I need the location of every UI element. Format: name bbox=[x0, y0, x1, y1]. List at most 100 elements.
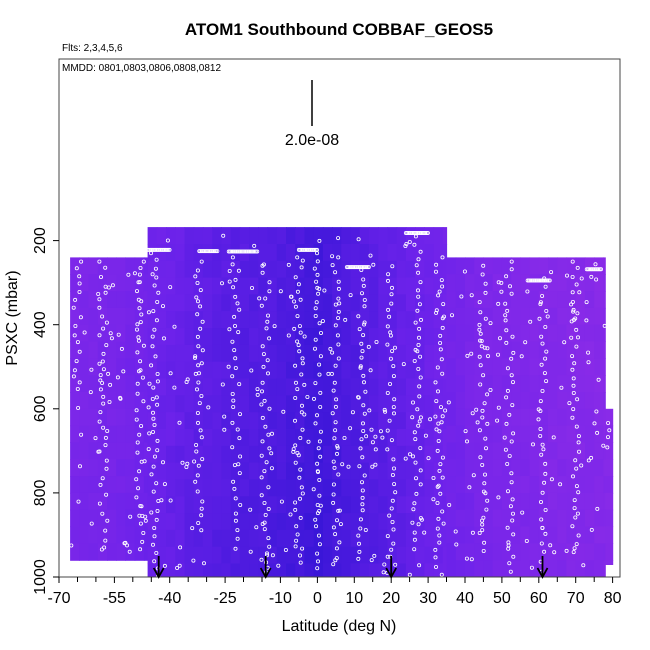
ceiling-point bbox=[547, 278, 552, 283]
field-cell bbox=[474, 526, 484, 544]
ceiling-point bbox=[539, 278, 544, 283]
sample-point bbox=[543, 284, 548, 289]
sample-point bbox=[481, 263, 486, 268]
field-cell bbox=[304, 311, 315, 329]
sample-point bbox=[539, 499, 544, 504]
field-cell bbox=[70, 257, 80, 275]
sample-point bbox=[474, 407, 479, 412]
field-cell bbox=[520, 341, 531, 359]
field-cell bbox=[557, 257, 568, 275]
sample-point bbox=[470, 530, 475, 535]
field-cell bbox=[415, 546, 425, 565]
sample-point bbox=[537, 316, 542, 321]
sample-point bbox=[235, 427, 240, 432]
sample-point bbox=[584, 318, 589, 323]
field-cell bbox=[184, 277, 195, 295]
sample-point bbox=[336, 316, 341, 321]
ceiling-point bbox=[592, 267, 597, 272]
sample-point bbox=[576, 533, 581, 538]
field-cell bbox=[212, 445, 222, 464]
field-cell bbox=[605, 560, 614, 565]
field-cell bbox=[396, 529, 407, 548]
sample-point bbox=[317, 493, 322, 498]
field-cell bbox=[455, 476, 466, 494]
field-cell bbox=[511, 526, 521, 544]
field-cell bbox=[267, 412, 278, 430]
sample-point bbox=[71, 374, 76, 379]
sample-point bbox=[358, 365, 363, 370]
field-cell bbox=[341, 412, 352, 430]
field-cell bbox=[184, 479, 195, 497]
sample-point bbox=[410, 454, 415, 459]
sample-point bbox=[313, 306, 318, 311]
sample-point bbox=[478, 363, 483, 368]
field-cell bbox=[584, 257, 595, 275]
sample-point bbox=[262, 500, 267, 505]
ceiling-point bbox=[545, 278, 550, 283]
field-cell bbox=[202, 260, 213, 279]
field-cell bbox=[143, 257, 149, 275]
sample-point bbox=[318, 390, 323, 395]
sample-point bbox=[577, 290, 582, 295]
field-cell bbox=[603, 492, 606, 511]
sample-point bbox=[232, 348, 237, 353]
sample-point bbox=[336, 309, 341, 314]
ceiling-point bbox=[211, 249, 216, 254]
field-cell bbox=[350, 344, 361, 363]
field-cell bbox=[175, 277, 186, 295]
field-cell bbox=[538, 375, 549, 393]
field-cell bbox=[557, 358, 568, 376]
sample-point bbox=[121, 369, 126, 374]
field-cell bbox=[143, 291, 149, 309]
sample-point bbox=[123, 540, 128, 545]
sample-point bbox=[295, 450, 300, 455]
x-tick-label: 0 bbox=[313, 590, 322, 607]
field-cell bbox=[125, 526, 136, 544]
sample-point bbox=[152, 283, 157, 288]
field-cell bbox=[566, 492, 577, 511]
field-cell bbox=[442, 412, 448, 430]
sample-point bbox=[300, 546, 305, 551]
field-cell bbox=[267, 496, 278, 514]
field-cell bbox=[446, 324, 457, 343]
y-axis-label: PSXC (mbar) bbox=[4, 270, 21, 365]
sample-point bbox=[505, 461, 510, 466]
field-cell bbox=[501, 408, 512, 427]
field-cell bbox=[455, 509, 466, 528]
field-cell bbox=[97, 341, 108, 359]
field-cell bbox=[258, 479, 269, 497]
x-tick-label: 50 bbox=[493, 590, 511, 607]
sample-point bbox=[392, 397, 397, 402]
field-cell bbox=[584, 425, 595, 443]
field-cell bbox=[538, 425, 549, 443]
field-cell bbox=[143, 324, 149, 343]
sample-point bbox=[199, 528, 204, 533]
field-cell bbox=[230, 546, 241, 565]
sample-point bbox=[299, 485, 304, 490]
ceiling-point bbox=[313, 247, 318, 252]
sample-point bbox=[495, 418, 500, 423]
field-cell bbox=[442, 344, 448, 363]
field-cell bbox=[193, 361, 204, 380]
ceiling-point bbox=[478, 249, 483, 254]
sample-point bbox=[116, 332, 121, 337]
sample-point bbox=[577, 449, 582, 454]
field-cell bbox=[538, 543, 549, 561]
sample-point bbox=[510, 334, 515, 339]
field-cell bbox=[557, 543, 568, 561]
sample-point bbox=[410, 415, 415, 420]
field-cell bbox=[221, 378, 232, 396]
sample-point bbox=[581, 563, 586, 568]
field-cell bbox=[286, 361, 296, 380]
field-cell bbox=[79, 442, 90, 460]
sample-point bbox=[318, 454, 323, 459]
field-cell bbox=[575, 425, 586, 443]
sample-point bbox=[108, 382, 113, 387]
sample-point bbox=[574, 542, 579, 547]
field-cell bbox=[415, 529, 425, 548]
field-cell bbox=[446, 274, 457, 292]
field-cell bbox=[221, 546, 232, 565]
sample-columns bbox=[69, 233, 612, 577]
ceiling-point bbox=[203, 249, 208, 254]
sample-point bbox=[155, 508, 160, 513]
